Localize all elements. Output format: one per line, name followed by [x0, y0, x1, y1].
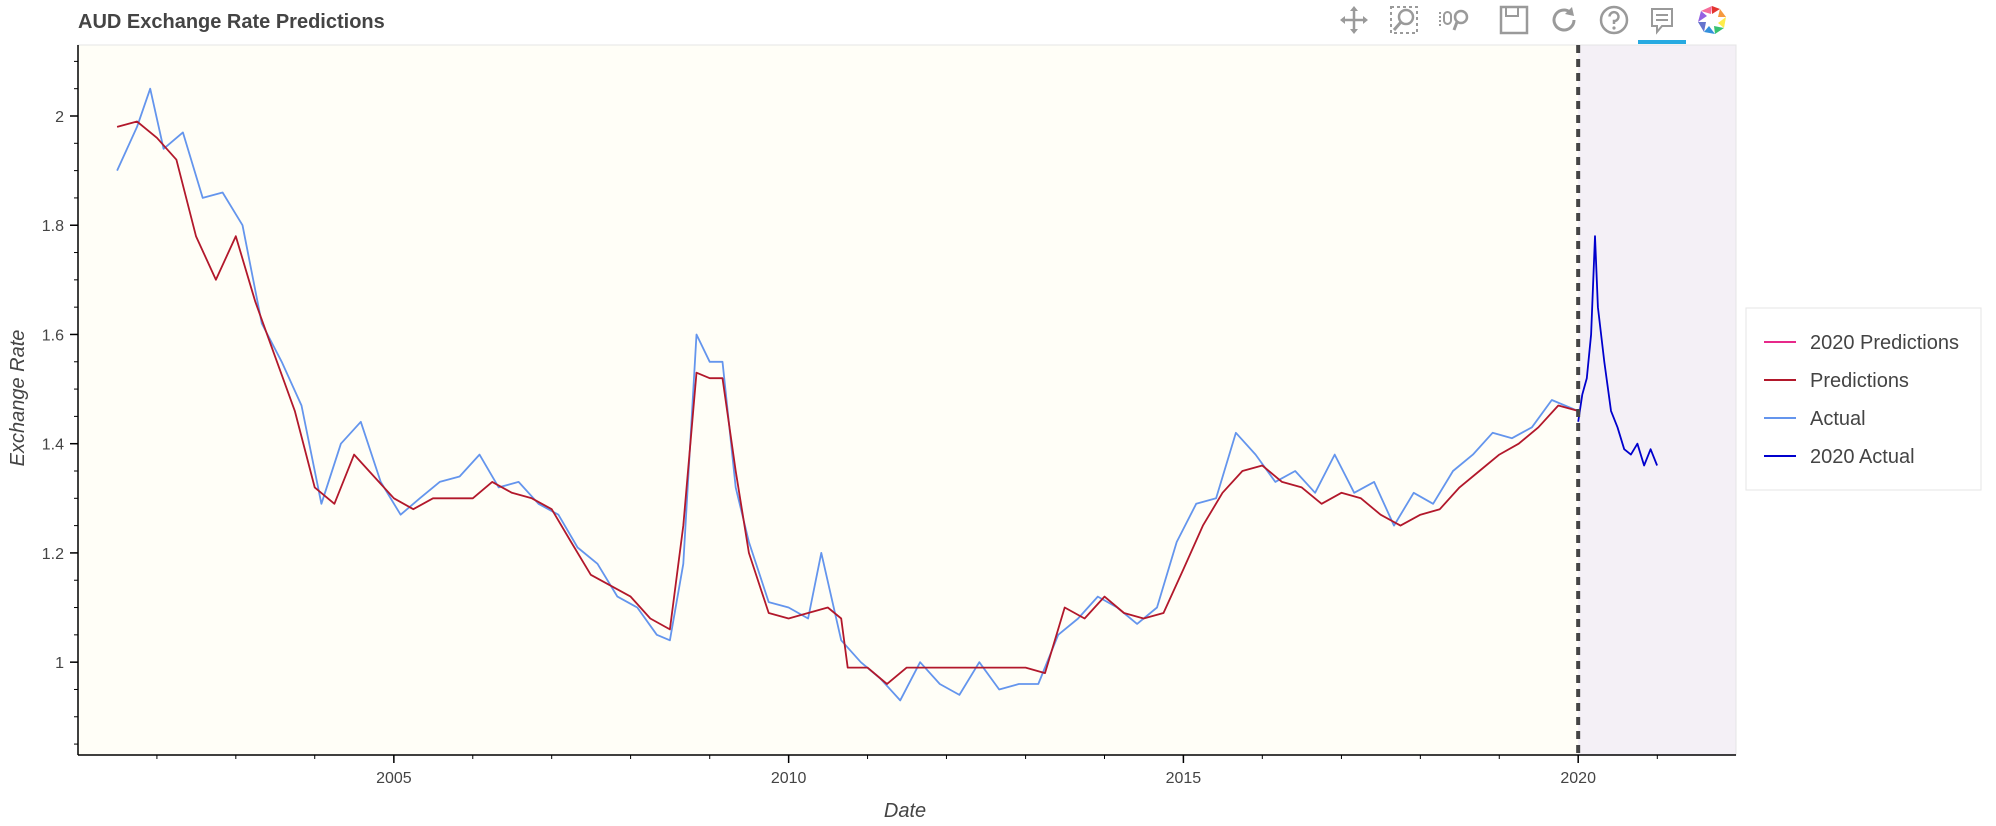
bokeh-logo-link[interactable] — [1694, 2, 1730, 38]
box-zoom-tool-button[interactable] — [1386, 2, 1422, 38]
y-tick-label: 1.6 — [42, 327, 64, 344]
save-icon — [1499, 5, 1529, 35]
x-tick-label: 2010 — [771, 770, 807, 787]
plot-area[interactable] — [77, 44, 1737, 756]
save-tool-button[interactable] — [1496, 2, 1532, 38]
wheel-zoom-icon — [1439, 9, 1469, 31]
box-zoom-icon — [1390, 6, 1418, 34]
y-axis: 1 1.2 1.4 1.6 1.8 2 — [42, 45, 79, 755]
y-tick-label: 1.8 — [42, 218, 64, 235]
x-axis-label: Date — [884, 800, 926, 822]
hover-icon — [1651, 8, 1673, 35]
series-line-predictions — [116, 120, 1579, 685]
pre-2020-region — [78, 45, 1579, 755]
x-tick-label: 2020 — [1560, 770, 1596, 787]
legend-item-label[interactable]: 2020 Predictions — [1810, 332, 1959, 354]
legend[interactable]: 2020 Predictions Predictions Actual 2020 Ac… — [1745, 307, 1982, 491]
bokeh-logo-icon — [1698, 6, 1726, 34]
series-layer — [116, 87, 1658, 702]
wheel-zoom-tool-button[interactable] — [1436, 2, 1472, 38]
help-icon — [1599, 5, 1629, 35]
x-tick-label: 2005 — [376, 770, 412, 787]
reset-tool-button[interactable] — [1546, 2, 1582, 38]
pan-icon — [1340, 6, 1368, 34]
reset-icon — [1552, 7, 1576, 32]
y-axis-label: Exchange Rate — [7, 330, 29, 467]
x-axis: 2005 2010 2015 2020 — [78, 754, 1736, 787]
y-tick-label: 1 — [55, 655, 64, 672]
y-tick-label: 1.4 — [42, 437, 64, 454]
y-tick-label: 2 — [55, 109, 64, 126]
hover-tool-button[interactable] — [1638, 2, 1686, 44]
legend-item-label[interactable]: 2020 Actual — [1810, 446, 1915, 468]
y-tick-label: 1.2 — [42, 546, 64, 563]
legend-item-label[interactable]: Predictions — [1810, 370, 1909, 392]
legend-box — [1745, 307, 1982, 491]
series-line-actual — [116, 87, 1579, 702]
series-line-2020-actual — [1577, 235, 1658, 467]
pan-tool-button[interactable] — [1336, 2, 1372, 38]
help-tool-button[interactable] — [1596, 2, 1632, 38]
2020-region — [1578, 45, 1736, 755]
x-tick-label: 2015 — [1166, 770, 1202, 787]
legend-item-label[interactable]: Actual — [1810, 408, 1866, 430]
chart-title: AUD Exchange Rate Predictions — [78, 11, 385, 33]
